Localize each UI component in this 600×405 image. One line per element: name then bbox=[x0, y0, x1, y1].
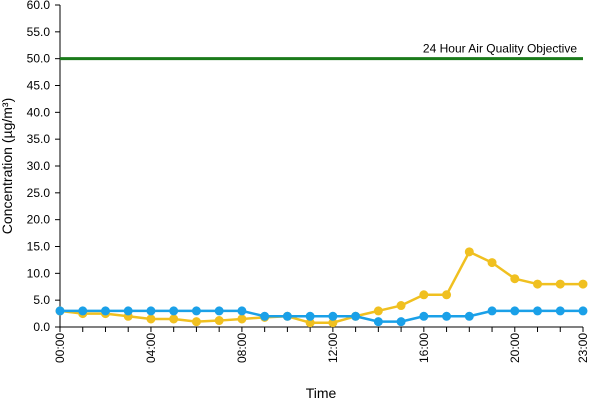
y-tick-label: 25.0 bbox=[27, 186, 51, 200]
series-2-point bbox=[146, 306, 156, 316]
series-2-point bbox=[464, 311, 474, 321]
series-2-point bbox=[487, 306, 497, 316]
y-tick-label: 15.0 bbox=[27, 240, 51, 254]
series-1-point bbox=[191, 317, 201, 327]
series-2-point bbox=[78, 306, 88, 316]
series-2-point bbox=[396, 317, 406, 327]
objective-label: 24 Hour Air Quality Objective bbox=[423, 42, 577, 56]
y-tick-label: 40.0 bbox=[27, 105, 51, 119]
series-2-point bbox=[169, 306, 179, 316]
series-1-point bbox=[555, 279, 565, 289]
y-tick-label: 35.0 bbox=[27, 132, 51, 146]
y-tick-label: 10.0 bbox=[27, 266, 51, 280]
y-tick-label: 55.0 bbox=[27, 25, 51, 39]
x-tick-label: 12:00 bbox=[326, 333, 340, 363]
series-2-point bbox=[237, 306, 247, 316]
series-2-point bbox=[351, 311, 361, 321]
series-1-point bbox=[533, 279, 543, 289]
series-2-point bbox=[214, 306, 224, 316]
y-tick-label: 50.0 bbox=[27, 52, 51, 66]
series-2-point bbox=[419, 311, 429, 321]
y-tick-label: 60.0 bbox=[27, 0, 51, 12]
series-2-point bbox=[282, 311, 292, 321]
series-1-point bbox=[578, 279, 588, 289]
series-2-point bbox=[373, 317, 383, 327]
y-tick-label: 5.0 bbox=[33, 293, 50, 307]
x-tick-label: 00:00 bbox=[53, 333, 67, 363]
series-1-point bbox=[373, 306, 383, 316]
series-2-point bbox=[100, 306, 110, 316]
series-1-point bbox=[169, 314, 179, 324]
x-tick-label: 16:00 bbox=[417, 333, 431, 363]
series-2-point bbox=[510, 306, 520, 316]
series-1-point bbox=[510, 274, 520, 284]
axes-layer: 0.0 5.0 10.0 15.0 20.0 25.0 30.0 35.0 40.0 45.0 50… bbox=[27, 0, 590, 363]
x-tick-label: 08:00 bbox=[235, 333, 249, 363]
y-tick-label: 45.0 bbox=[27, 79, 51, 93]
series-1-point bbox=[237, 314, 247, 324]
series-1-point bbox=[419, 290, 429, 300]
series-1-point bbox=[396, 301, 406, 311]
series-2-point bbox=[328, 311, 338, 321]
series-2-point bbox=[305, 311, 315, 321]
y-tick-label: 30.0 bbox=[27, 159, 51, 173]
y-tick-label: 20.0 bbox=[27, 213, 51, 227]
series-1-point bbox=[487, 258, 497, 268]
series-2-point bbox=[578, 306, 588, 316]
series-2-point bbox=[260, 311, 270, 321]
series-2-point bbox=[191, 306, 201, 316]
y-tick-label: 0.0 bbox=[33, 320, 50, 334]
y-axis-label: Concentration (µg/m³) bbox=[0, 98, 15, 234]
series-1-point bbox=[214, 316, 224, 326]
series-2-point bbox=[123, 306, 133, 316]
x-tick-label: 04:00 bbox=[144, 333, 158, 363]
x-tick-label: 23:00 bbox=[576, 333, 590, 363]
objective-layer: 24 Hour Air Quality Objective bbox=[60, 42, 583, 61]
series-layer bbox=[55, 247, 588, 328]
x-tick-label: 20:00 bbox=[508, 333, 522, 363]
series-1-point bbox=[442, 290, 452, 300]
series-1-point bbox=[464, 247, 474, 257]
series-2-point bbox=[442, 311, 452, 321]
series-2-point bbox=[55, 306, 65, 316]
series-1-point bbox=[146, 314, 156, 324]
x-axis-label: Time bbox=[306, 385, 337, 400]
series-2-point bbox=[555, 306, 565, 316]
series-2-point bbox=[533, 306, 543, 316]
